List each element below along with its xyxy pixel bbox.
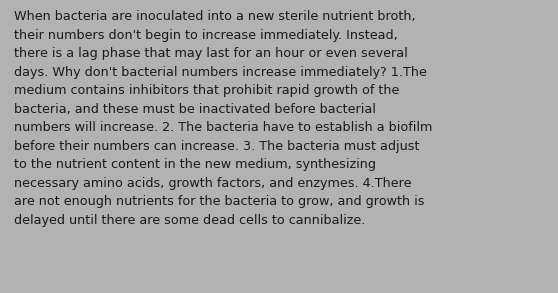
Text: When bacteria are inoculated into a new sterile nutrient broth,
their numbers do: When bacteria are inoculated into a new … [14,10,432,227]
